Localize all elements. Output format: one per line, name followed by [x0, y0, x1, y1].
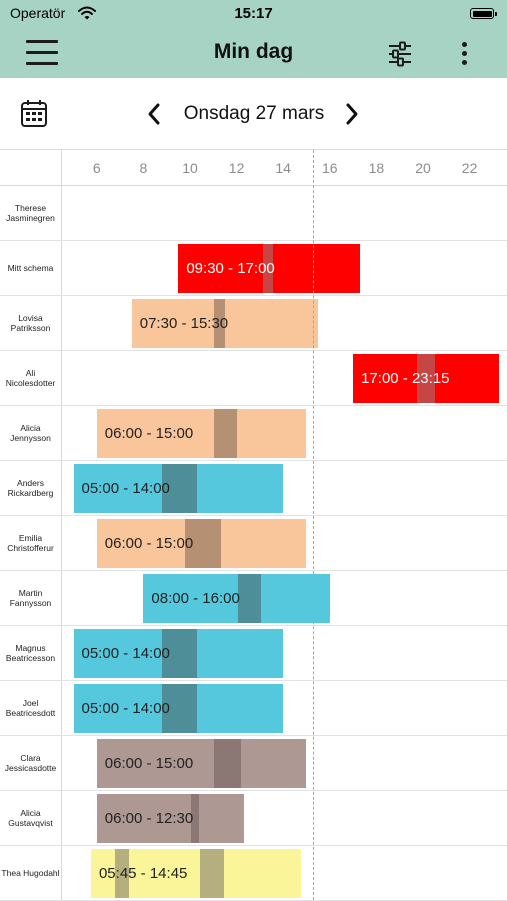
- status-time: 15:17: [234, 5, 273, 22]
- shift-time-label: 05:00 - 14:00: [81, 480, 170, 497]
- shift-bar[interactable]: 06:00 - 15:00: [96, 739, 307, 788]
- hour-tick-8: 8: [139, 160, 148, 176]
- break-segment: [263, 244, 273, 293]
- shift-bar[interactable]: 05:00 - 14:00: [73, 629, 284, 678]
- shift-time-label: 06:00 - 12:30: [104, 810, 194, 827]
- carrier-label: Operatör: [10, 5, 66, 21]
- shift-time-label: 08:00 - 16:00: [151, 590, 240, 607]
- schedule-row: Therese Jasminegren: [0, 186, 507, 241]
- employee-name: Anders Rickardberg: [0, 461, 62, 515]
- date-navigation: Onsdag 27 mars: [0, 78, 507, 150]
- shift-bar[interactable]: 06:00 - 12:30: [96, 794, 244, 843]
- employee-name: Alicia Gustavqvist: [0, 791, 62, 845]
- break-segment: [417, 354, 435, 403]
- break-segment: [200, 849, 224, 898]
- page-title: Min dag: [213, 40, 294, 63]
- axis-corner: [0, 150, 62, 185]
- break-segment: [214, 299, 225, 348]
- break-segment: [214, 739, 242, 788]
- shift-bar[interactable]: 06:00 - 15:00: [96, 519, 307, 568]
- employee-name: Alicia Jennysson: [0, 406, 62, 460]
- more-vertical-icon[interactable]: [456, 40, 474, 68]
- schedule-row: Clara Jessicasdotte 06:00 - 15:00: [0, 736, 507, 791]
- employee-name: Clara Jessicasdotte: [0, 736, 62, 790]
- employee-name: Mitt schema: [0, 241, 62, 295]
- employee-name: Martin Fannysson: [0, 571, 62, 625]
- shift-bar[interactable]: 05:00 - 14:00: [73, 684, 284, 733]
- employee-name: Lovisa Patriksson: [0, 296, 62, 350]
- current-date[interactable]: Onsdag 27 mars: [183, 103, 325, 124]
- top-bar: Operatör 15:17 Min dag: [0, 0, 507, 78]
- wifi-icon: [78, 6, 96, 25]
- employee-name: Emilia Christofferur: [0, 516, 62, 570]
- schedule-row: Alicia Gustavqvist 06:00 - 12:30: [0, 791, 507, 846]
- employee-name: Joel Beatricesdott: [0, 681, 62, 735]
- shift-time-label: 06:00 - 15:00: [104, 425, 194, 442]
- shift-bar[interactable]: 17:00 - 23:15: [353, 354, 499, 403]
- schedule-row: Thea Hugodahl 05:45 - 14:45: [0, 846, 507, 901]
- break-segment: [185, 519, 222, 568]
- hour-tick-14: 14: [275, 160, 291, 176]
- filter-sliders-icon[interactable]: [386, 40, 414, 68]
- employee-name: Thea Hugodahl: [0, 846, 62, 900]
- hour-tick-12: 12: [228, 160, 245, 176]
- shift-bar[interactable]: 08:00 - 16:00: [143, 574, 330, 623]
- employee-name: Magnus Beatricesson: [0, 626, 62, 680]
- shift-time-label: 05:00 - 14:00: [81, 645, 170, 662]
- chevron-right-icon[interactable]: [342, 102, 362, 126]
- hamburger-menu-icon[interactable]: [26, 40, 58, 66]
- schedule-row: Martin Fannysson 08:00 - 16:00: [0, 571, 507, 626]
- shift-time-label: 09:30 - 17:00: [186, 260, 275, 277]
- schedule-row: Alicia Jennysson 06:00 - 15:00: [0, 406, 507, 461]
- time-axis: 6 8 10 12 14 16 18 20 22: [0, 150, 507, 186]
- hour-tick-6: 6: [92, 160, 101, 176]
- shift-bar[interactable]: 06:00 - 15:00: [96, 409, 307, 458]
- shift-time-label: 05:45 - 14:45: [98, 865, 188, 882]
- schedule-row: Mitt schema 09:30 - 17:00: [0, 241, 507, 296]
- break-segment: [115, 849, 130, 898]
- status-bar: Operatör 15:17: [0, 0, 507, 28]
- schedule-row: Joel Beatricesdott 05:00 - 14:00: [0, 681, 507, 736]
- break-segment: [162, 629, 197, 678]
- shift-bar[interactable]: 05:45 - 14:45: [90, 849, 301, 898]
- shift-time-label: 07:30 - 15:30: [139, 315, 229, 332]
- battery-icon: [470, 8, 497, 19]
- schedule-row: Emilia Christofferur 06:00 - 15:00: [0, 516, 507, 571]
- shift-time-label: 05:00 - 14:00: [81, 700, 170, 717]
- chevron-left-icon[interactable]: [144, 102, 164, 126]
- employee-name: Therese Jasminegren: [0, 186, 62, 240]
- schedule-row: Anders Rickardberg 05:00 - 14:00: [0, 461, 507, 516]
- break-segment: [191, 794, 200, 843]
- shift-bar[interactable]: 09:30 - 17:00: [178, 244, 361, 293]
- break-segment: [162, 464, 197, 513]
- shift-time-label: 06:00 - 15:00: [104, 535, 194, 552]
- shift-bar[interactable]: 05:00 - 14:00: [73, 464, 284, 513]
- hour-tick-20: 20: [415, 160, 431, 176]
- break-segment: [162, 684, 197, 733]
- shift-time-label: 06:00 - 15:00: [104, 755, 194, 772]
- schedule-row: Ali Nicolesdotter 17:00 - 23:15: [0, 351, 507, 406]
- schedule-row: Lovisa Patriksson 07:30 - 15:30: [0, 296, 507, 351]
- hour-tick-18: 18: [368, 160, 385, 176]
- shift-time-label: 17:00 - 23:15: [361, 370, 450, 387]
- break-segment: [214, 409, 237, 458]
- employee-name: Ali Nicolesdotter: [0, 351, 62, 405]
- calendar-icon[interactable]: [20, 98, 48, 128]
- shift-bar[interactable]: 07:30 - 15:30: [131, 299, 319, 348]
- schedule-row: Magnus Beatricesson 05:00 - 14:00: [0, 626, 507, 681]
- navigation-bar: Min dag: [0, 28, 507, 78]
- break-segment: [237, 574, 262, 623]
- hour-tick-22: 22: [461, 160, 478, 176]
- hour-tick-16: 16: [322, 160, 338, 176]
- hour-tick-10: 10: [182, 160, 198, 176]
